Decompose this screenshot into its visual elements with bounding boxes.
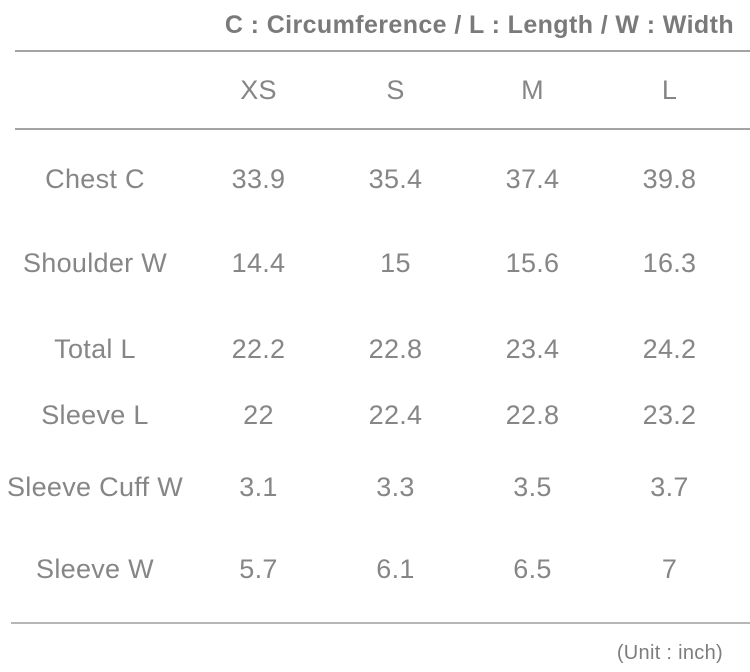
table-cell: 22.2 [231, 333, 286, 364]
chart-header: C : Circumference / L : Length / W : Wid… [0, 0, 750, 50]
table-cell: 39.8 [642, 163, 697, 194]
table-cell: 6.5 [513, 553, 552, 584]
table-cell: 22 [243, 399, 274, 430]
table-row-shoulder: Shoulder W 14.4 15 15.6 16.3 [0, 212, 750, 294]
table-cell: 3.7 [650, 471, 689, 502]
table-cell: 22.4 [368, 399, 423, 430]
footer-divider [11, 622, 750, 624]
column-header-row: XS S M L [0, 52, 750, 128]
table-cell: 35.4 [368, 163, 423, 194]
table-body: Chest C 33.9 35.4 37.4 39.8 Shoulder W 1… [0, 130, 750, 622]
table-cell: 16.3 [642, 247, 697, 278]
table-cell: 3.3 [376, 471, 415, 502]
table-cell: 3.5 [513, 471, 552, 502]
column-header-m: M [521, 74, 544, 105]
table-cell: 37.4 [505, 163, 560, 194]
column-header-l: L [661, 74, 678, 105]
table-cell: 15 [380, 247, 411, 278]
table-cell: 22.8 [368, 333, 423, 364]
table-cell: 23.4 [505, 333, 560, 364]
table-cell: 23.2 [642, 399, 697, 430]
column-header-divider [15, 128, 750, 130]
row-label: Total L [54, 333, 136, 364]
table-cell: 14.4 [231, 247, 286, 278]
table-row-total-length: Total L 22.2 22.8 23.4 24.2 [0, 294, 750, 376]
table-cell: 6.1 [376, 553, 415, 584]
row-label: Shoulder W [22, 247, 168, 278]
column-header-s: S [386, 74, 405, 105]
table-row-sleeve-length: Sleeve L 22 22.4 22.8 23.2 [0, 376, 750, 458]
column-header-xs: XS [240, 74, 277, 105]
table-cell: 7 [661, 553, 678, 584]
row-label: Sleeve L [41, 399, 149, 430]
table-cell: 33.9 [231, 163, 286, 194]
table-row-sleeve-width: Sleeve W 5.7 6.1 6.5 7 [0, 540, 750, 622]
table-row-sleeve-cuff: Sleeve Cuff W 3.1 3.3 3.5 3.7 [0, 458, 750, 540]
row-label: Chest C [45, 163, 145, 194]
table-row-chest: Chest C 33.9 35.4 37.4 39.8 [0, 130, 750, 212]
row-label: Sleeve W [36, 553, 154, 584]
chart-title: C : Circumference / L : Length / W : Wid… [224, 10, 734, 39]
chart-footer: (Unit : inch) [0, 624, 750, 672]
table-cell: 3.1 [239, 471, 278, 502]
table-cell: 5.7 [239, 553, 278, 584]
header-divider [15, 50, 750, 52]
table-cell: 22.8 [505, 399, 560, 430]
unit-note: (Unit : inch) [616, 641, 723, 664]
row-label: Sleeve Cuff W [7, 471, 183, 502]
table-cell: 15.6 [505, 247, 560, 278]
table-cell: 24.2 [642, 333, 697, 364]
